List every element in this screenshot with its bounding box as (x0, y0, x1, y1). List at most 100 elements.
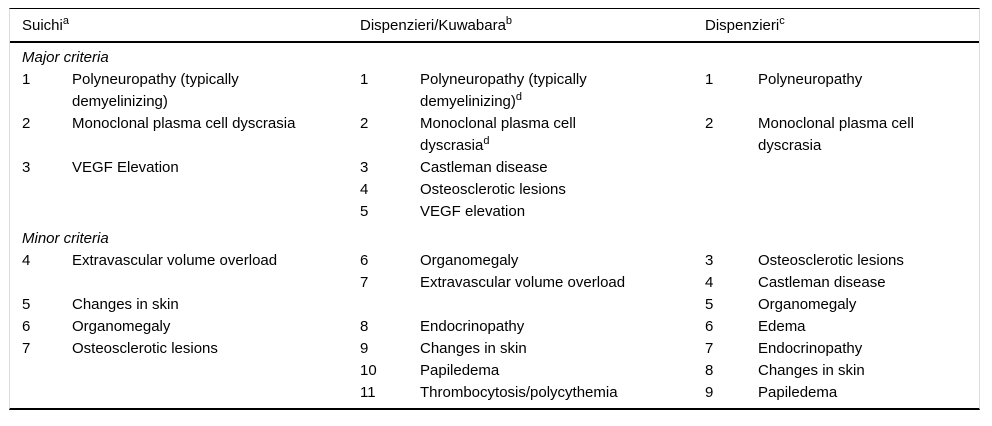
diagnostic-criteria-table: Suichia Dispenzieri/Kuwabarab Dispenzier… (9, 8, 980, 410)
c2-number: 7 (360, 274, 369, 291)
table-row: 1 Polyneuropathy (typically demyelinizin… (22, 69, 967, 113)
c1-text: Extravascular volume overload (72, 252, 278, 269)
c3-text: Monoclonal plasma cell dyscrasia (758, 115, 914, 154)
c1-number: 4 (22, 252, 31, 269)
c3-number (705, 157, 758, 179)
c3-text: Castleman disease (758, 274, 886, 291)
c1-number (22, 201, 72, 223)
c3-text: Edema (758, 318, 806, 335)
c2-text: Polyneuropathy (typically demyelinizing)… (420, 71, 587, 110)
section-heading-minor: Minor criteria (22, 230, 109, 247)
c2-number (360, 294, 420, 316)
c1-number: 7 (22, 340, 31, 357)
c3-number: 9 (705, 384, 714, 401)
c1-number: 6 (22, 318, 31, 335)
column-header-suichi: Suichia (22, 14, 69, 34)
c3-text (758, 179, 967, 201)
table-row: 4 Osteosclerotic lesions (22, 179, 967, 201)
section-heading-row: Major criteria (22, 47, 967, 69)
c3-number: 5 (705, 296, 714, 313)
column-header-dispenzieri: Dispenzieric (705, 14, 785, 34)
c2-text: Endocrinopathy (420, 318, 525, 335)
c1-number: 3 (22, 159, 31, 176)
c1-number (22, 360, 72, 382)
c1-text: Osteosclerotic lesions (72, 340, 218, 357)
c2-number: 4 (360, 181, 369, 198)
footnote-marker-d: d (483, 135, 490, 147)
c1-number: 1 (22, 71, 31, 88)
c2-text (420, 294, 705, 316)
c2-text: Papiledema (420, 362, 500, 379)
c3-number (705, 179, 758, 201)
c1-text (72, 272, 360, 294)
c2-text: Osteosclerotic lesions (420, 181, 566, 198)
c1-text (72, 360, 360, 382)
c3-number: 8 (705, 362, 714, 379)
footnote-marker-d: d (515, 91, 522, 103)
table-row: 7 Osteosclerotic lesions 9 Changes in sk… (22, 338, 967, 360)
c3-number: 7 (705, 340, 714, 357)
section-heading-row: Minor criteria (22, 228, 967, 250)
c3-text (758, 157, 967, 179)
c2-text: Organomegaly (420, 252, 519, 269)
c1-text: Organomegaly (72, 318, 171, 335)
c1-text (72, 201, 360, 223)
c3-text: Organomegaly (758, 296, 857, 313)
c3-number: 3 (705, 252, 714, 269)
c1-number: 2 (22, 115, 31, 132)
c1-number (22, 272, 72, 294)
table-body: Major criteria 1 Polyneuropathy (typical… (10, 43, 979, 408)
table-row: 11 Thrombocytosis/polycythemia 9 Papiled… (22, 382, 967, 404)
table-row: 7 Extravascular volume overload 4 Castle… (22, 272, 967, 294)
c2-text: Thrombocytosis/polycythemia (420, 384, 618, 401)
c3-number: 4 (705, 274, 714, 291)
c1-text: Changes in skin (72, 296, 179, 313)
c2-text: Extravascular volume overload (420, 274, 626, 291)
table-row: 2 Monoclonal plasma cell dyscrasia 2 Mon… (22, 113, 967, 157)
footnote-marker-c: c (779, 14, 785, 27)
c1-number: 5 (22, 296, 31, 313)
c3-text: Papiledema (758, 384, 838, 401)
section-heading-major: Major criteria (22, 49, 109, 66)
c1-text (72, 179, 360, 201)
c2-text: Monoclonal plasma cell dyscrasiad (420, 115, 576, 154)
table-row: 3 VEGF Elevation 3 Castleman disease (22, 157, 967, 179)
c1-number (22, 382, 72, 404)
c2-text: Changes in skin (420, 340, 527, 357)
column-header-dispenzieri-kuwabara: Dispenzieri/Kuwabarab (360, 14, 513, 34)
c3-text: Osteosclerotic lesions (758, 252, 904, 269)
c3-number: 1 (705, 71, 714, 88)
c2-number: 2 (360, 115, 369, 132)
c2-number: 3 (360, 159, 369, 176)
table-row: 10 Papiledema 8 Changes in skin (22, 360, 967, 382)
c3-number (705, 201, 758, 223)
c3-number: 6 (705, 318, 714, 335)
c2-number: 1 (360, 71, 369, 88)
c1-number (22, 179, 72, 201)
c2-number: 9 (360, 340, 369, 357)
c3-text (758, 201, 967, 223)
c2-number: 11 (360, 384, 376, 401)
c2-number: 8 (360, 318, 369, 335)
c3-text: Polyneuropathy (758, 71, 863, 88)
table-row: 5 VEGF elevation (22, 201, 967, 223)
table-row: 4 Extravascular volume overload 6 Organo… (22, 250, 967, 272)
c1-text: Monoclonal plasma cell dyscrasia (72, 115, 296, 132)
c1-text: VEGF Elevation (72, 159, 179, 176)
c2-number: 5 (360, 203, 369, 220)
table-row: 6 Organomegaly 8 Endocrinopathy 6 Edema (22, 316, 967, 338)
c1-text: Polyneuropathy (typically demyelinizing) (72, 71, 239, 110)
c3-number: 2 (705, 115, 714, 132)
c2-text: VEGF elevation (420, 203, 526, 220)
c3-text: Endocrinopathy (758, 340, 863, 357)
footnote-marker-b: b (505, 14, 513, 27)
c3-text: Changes in skin (758, 362, 865, 379)
c2-number: 10 (360, 362, 377, 379)
footnote-marker-a: a (62, 14, 69, 27)
c1-text (72, 382, 360, 404)
c2-number: 6 (360, 252, 369, 269)
c2-text: Castleman disease (420, 159, 548, 176)
table-row: 5 Changes in skin 5 Organomegaly (22, 294, 967, 316)
table-header-row: Suichia Dispenzieri/Kuwabarab Dispenzier… (10, 9, 979, 43)
